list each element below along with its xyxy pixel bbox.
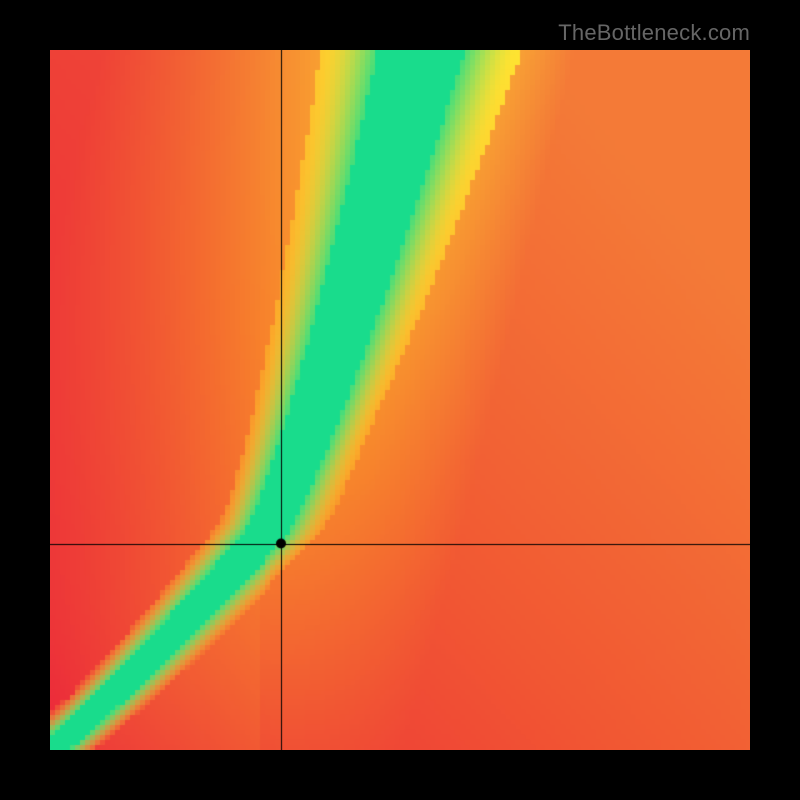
bottleneck-heatmap — [50, 50, 750, 750]
watermark-text: TheBottleneck.com — [558, 20, 750, 46]
chart-container: TheBottleneck.com — [0, 0, 800, 800]
